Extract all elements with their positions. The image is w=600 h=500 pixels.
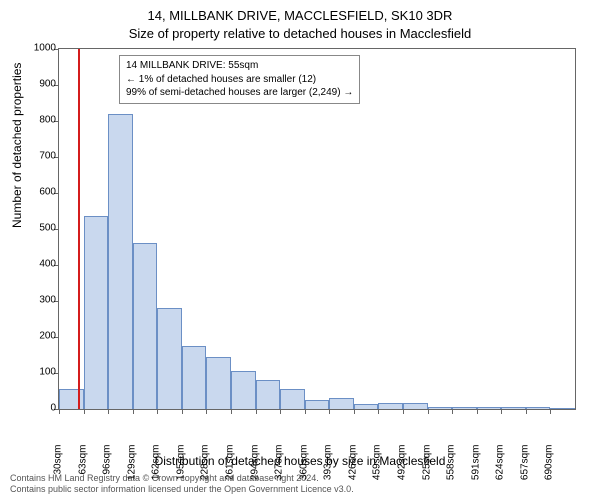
histogram-bar (280, 389, 305, 409)
histogram-bar (550, 408, 575, 409)
x-tick-label: 261sqm (225, 445, 236, 485)
x-tick-label: 624sqm (495, 445, 506, 485)
histogram-bar (157, 308, 182, 409)
y-tick-label: 600 (26, 187, 56, 198)
chart-annotation-box: 14 MILLBANK DRIVE: 55sqm ← 1% of detache… (119, 55, 360, 104)
y-tick-label: 800 (26, 115, 56, 126)
document-container: 14, MILLBANK DRIVE, MACCLESFIELD, SK10 3… (0, 0, 600, 500)
histogram-bar (403, 403, 428, 409)
y-tick-label: 100 (26, 367, 56, 378)
attribution-line-2: Contains public sector information licen… (10, 484, 354, 496)
x-tick-label: 525sqm (421, 445, 432, 485)
x-tick-label: 393sqm (323, 445, 334, 485)
x-tick-label: 426sqm (347, 445, 358, 485)
x-tick-label: 459sqm (372, 445, 383, 485)
x-tick-label: 228sqm (200, 445, 211, 485)
x-tick-label: 30sqm (53, 445, 64, 485)
y-tick-label: 700 (26, 151, 56, 162)
histogram-bar (84, 216, 109, 409)
histogram-bar (354, 404, 379, 409)
histogram-bar (477, 407, 502, 409)
histogram-bar (452, 407, 477, 409)
histogram-bar (428, 407, 453, 409)
y-tick-label: 400 (26, 259, 56, 270)
x-tick-label: 492sqm (397, 445, 408, 485)
histogram-bar (256, 380, 281, 409)
y-tick-label: 200 (26, 331, 56, 342)
histogram-chart: 14 MILLBANK DRIVE: 55sqm ← 1% of detache… (58, 48, 576, 410)
histogram-bar (305, 400, 330, 409)
page-subtitle: Size of property relative to detached ho… (0, 26, 600, 41)
x-tick-label: 162sqm (151, 445, 162, 485)
y-axis-label: Number of detached properties (10, 63, 24, 228)
x-tick-label: 129sqm (126, 445, 137, 485)
histogram-bar (526, 407, 551, 409)
x-tick-label: 558sqm (446, 445, 457, 485)
histogram-bar (231, 371, 256, 409)
x-tick-label: 690sqm (544, 445, 555, 485)
histogram-bar (501, 407, 526, 409)
histogram-bar (378, 403, 403, 409)
annotation-property: 14 MILLBANK DRIVE: 55sqm (126, 59, 353, 73)
histogram-bar (59, 389, 84, 409)
histogram-bar (182, 346, 207, 409)
x-tick-label: 96sqm (102, 445, 113, 485)
page-title-address: 14, MILLBANK DRIVE, MACCLESFIELD, SK10 3… (0, 8, 600, 23)
x-tick-label: 294sqm (249, 445, 260, 485)
x-tick-label: 327sqm (274, 445, 285, 485)
histogram-bar (108, 114, 133, 409)
x-tick-label: 591sqm (470, 445, 481, 485)
y-tick-label: 300 (26, 295, 56, 306)
property-marker-line (78, 49, 80, 409)
histogram-bar (329, 398, 354, 409)
annotation-smaller: ← 1% of detached houses are smaller (12) (126, 73, 353, 87)
x-tick-label: 195sqm (175, 445, 186, 485)
y-tick-label: 900 (26, 79, 56, 90)
y-tick-label: 1000 (26, 43, 56, 54)
x-tick-label: 360sqm (298, 445, 309, 485)
histogram-bar (133, 243, 158, 409)
y-tick-label: 500 (26, 223, 56, 234)
histogram-bar (206, 357, 231, 409)
y-tick-label: 0 (26, 403, 56, 414)
annotation-larger: 99% of semi-detached houses are larger (… (126, 86, 353, 100)
x-tick-label: 63sqm (77, 445, 88, 485)
x-tick-label: 657sqm (519, 445, 530, 485)
